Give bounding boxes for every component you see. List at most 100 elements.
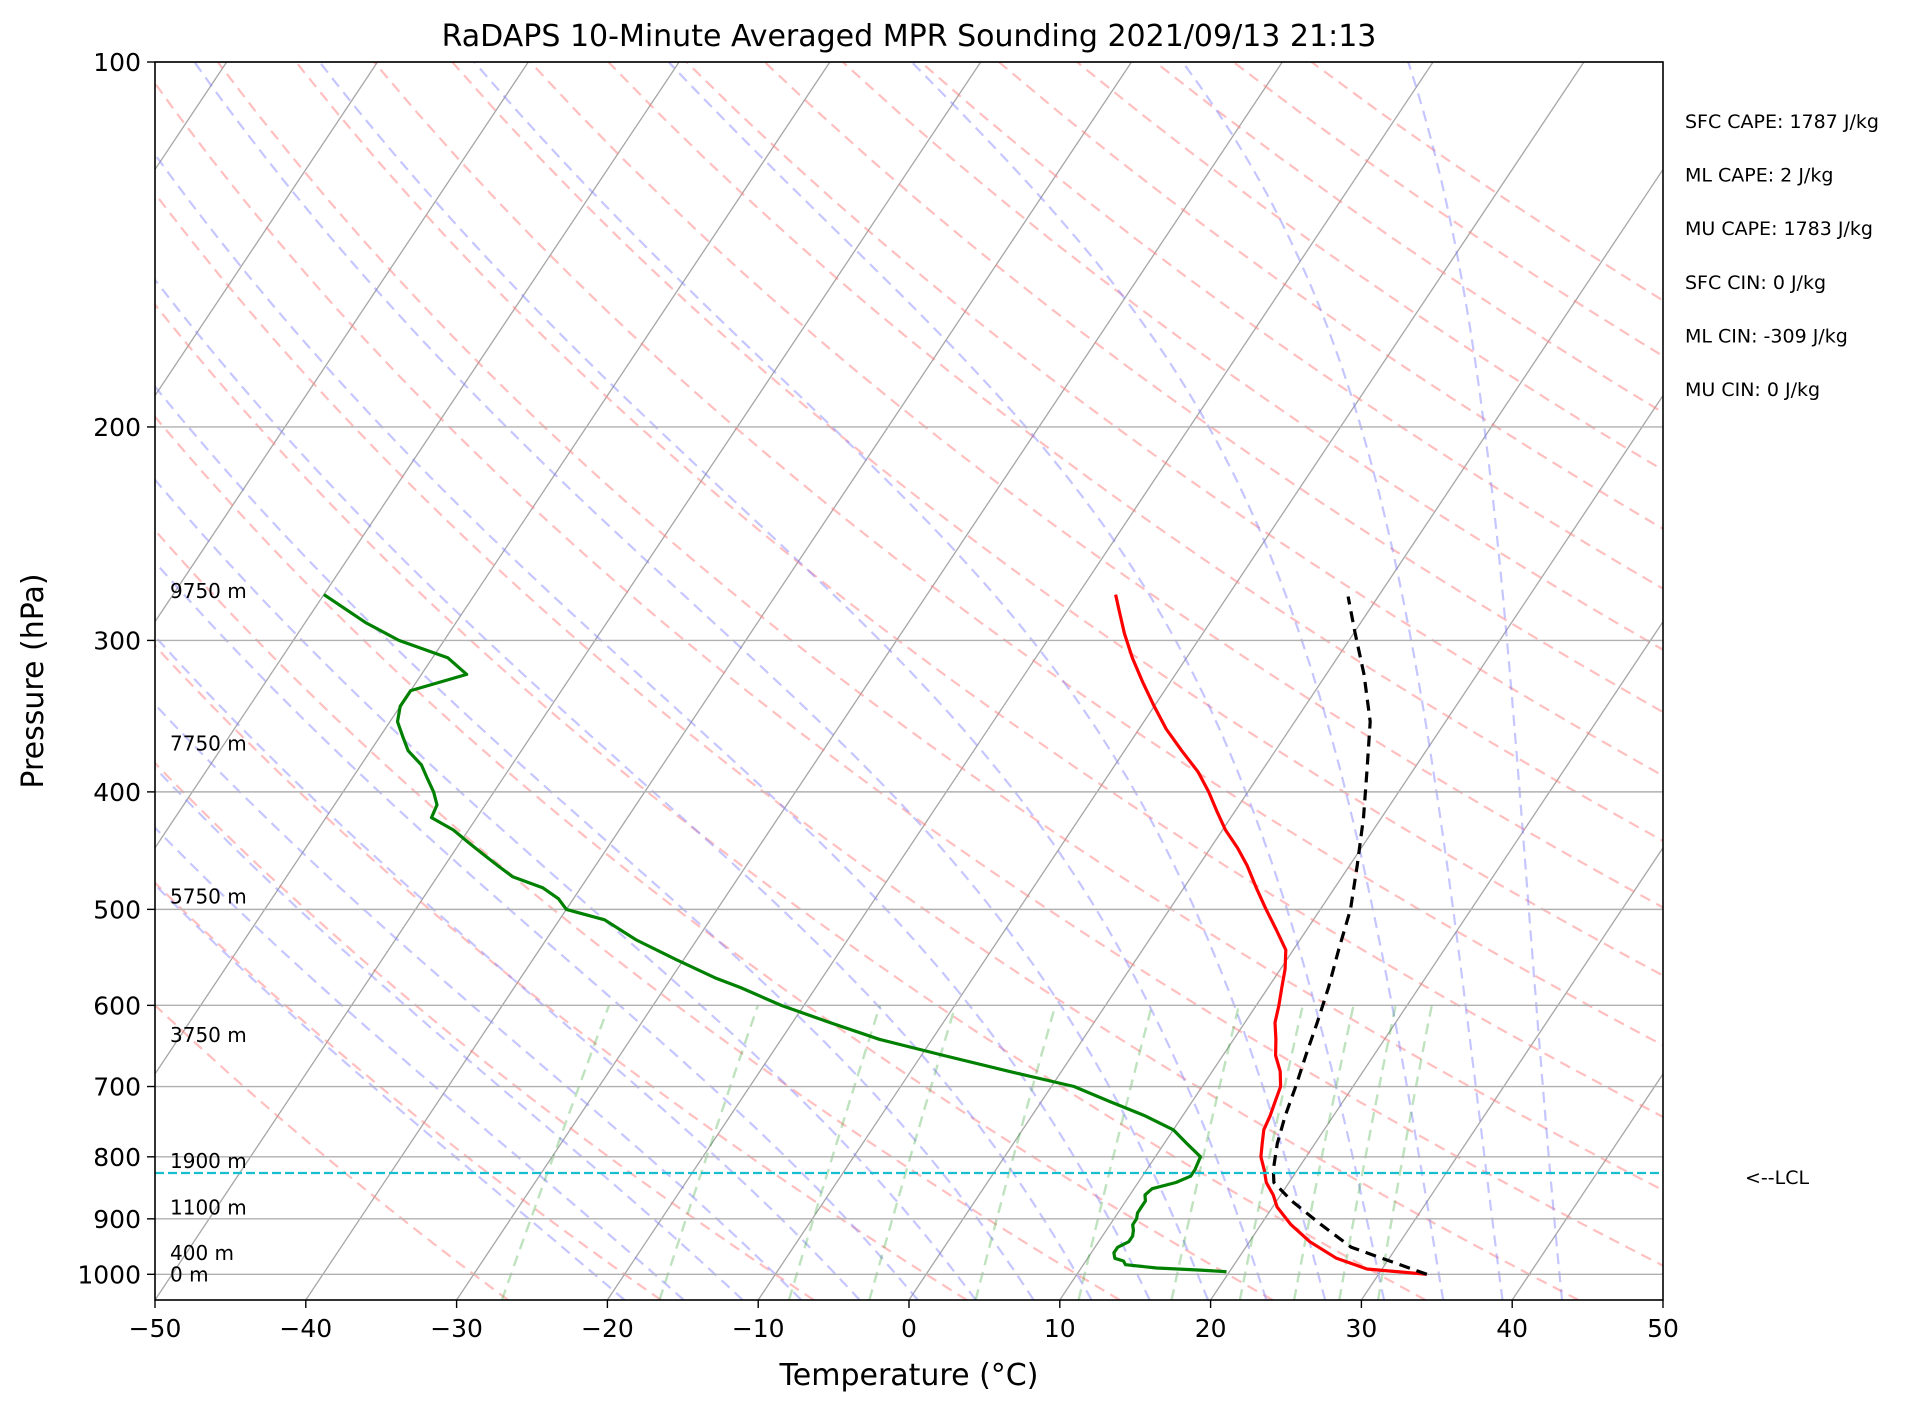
isotherm xyxy=(1662,1298,1663,1300)
background-lines xyxy=(155,62,1925,1300)
moist-adiabat xyxy=(473,62,1327,1300)
dry-adiabat xyxy=(685,62,1663,778)
dry-adiabat xyxy=(155,528,1121,1300)
moist-adiabat xyxy=(1181,62,1504,1300)
moist-adiabat xyxy=(155,883,626,1300)
y-tick-label: 700 xyxy=(93,1073,141,1102)
isotherm xyxy=(757,62,1585,1300)
isotherm xyxy=(1814,62,1925,1300)
mixing-ratio-line xyxy=(787,1005,882,1300)
dry-adiabat xyxy=(1310,62,1663,302)
isotherm xyxy=(606,62,1434,1300)
moist-adiabat xyxy=(193,62,1210,1300)
dry-adiabat xyxy=(607,62,1663,843)
y-axis-label: Pressure (hPa) xyxy=(16,573,51,788)
dry-adiabat xyxy=(920,62,1663,590)
isotherm xyxy=(155,62,982,1300)
x-tick-label: 0 xyxy=(901,1314,917,1343)
isotherm xyxy=(908,168,1663,1300)
dry-adiabat xyxy=(451,62,1663,977)
mixing-ratio-line xyxy=(868,1005,957,1300)
moist-adiabat xyxy=(155,560,919,1300)
x-tick-label: −40 xyxy=(279,1314,332,1343)
x-tick-label: −30 xyxy=(430,1314,483,1343)
isotherm xyxy=(155,62,680,849)
sounding-series xyxy=(323,593,1428,1276)
stat-line: ML CAPE: 2 J/kg xyxy=(1685,165,1833,187)
moist-adiabat xyxy=(155,385,1035,1300)
moist-adiabat xyxy=(155,152,1151,1300)
y-tick-label: 100 xyxy=(93,48,141,77)
pressure-gridlines xyxy=(155,61,1663,1276)
x-tick-label: 20 xyxy=(1195,1314,1227,1343)
x-axis-label: Temperature (°C) xyxy=(779,1358,1039,1393)
moist-adiabat xyxy=(318,62,1268,1300)
dry-adiabat xyxy=(295,62,1663,1119)
y-axis-ticks: 100 200 300 400 500 600 700 800 900 1000 xyxy=(77,48,155,1289)
mixing-ratio-line xyxy=(974,1005,1057,1300)
dry-adiabat xyxy=(763,62,1663,714)
height-label: 1100 m xyxy=(170,1196,247,1220)
y-tick-label: 1000 xyxy=(77,1260,141,1289)
isotherm xyxy=(305,62,1133,1300)
dry-adiabat xyxy=(155,644,968,1300)
isotherm xyxy=(1360,846,1663,1300)
moist-adiabat xyxy=(155,766,744,1300)
y-tick-label: 200 xyxy=(93,413,141,442)
stat-line: SFC CAPE: 1787 J/kg xyxy=(1685,111,1879,133)
dry-adiabat xyxy=(155,761,815,1300)
plot-frame xyxy=(154,61,1664,1301)
parcel-profile xyxy=(1271,596,1428,1276)
dry-adiabat xyxy=(373,62,1663,1047)
dry-adiabat xyxy=(155,191,1580,1300)
dry-adiabat xyxy=(155,415,1274,1300)
isotherm xyxy=(155,62,379,397)
dry-adiabat xyxy=(216,62,1663,1192)
lcl-label: <--LCL xyxy=(1745,1167,1809,1189)
stat-line: MU CAPE: 1783 J/kg xyxy=(1685,218,1873,240)
stat-line: MU CIN: 0 J/kg xyxy=(1685,379,1820,401)
height-label: 9750 m xyxy=(170,579,247,603)
chart-title: RaDAPS 10-Minute Averaged MPR Sounding 2… xyxy=(442,19,1377,54)
x-axis-ticks: −50 −40 −30 −20 −10 0 10 20 30 40 50 xyxy=(129,1300,1679,1343)
x-tick-label: 30 xyxy=(1345,1314,1377,1343)
moist-adiabat xyxy=(667,62,1386,1300)
y-tick-label: 800 xyxy=(93,1143,141,1172)
stat-line: ML CIN: -309 J/kg xyxy=(1685,325,1848,347)
dry-adiabat xyxy=(155,881,662,1300)
y-tick-label: 400 xyxy=(93,778,141,807)
dry-adiabat xyxy=(841,62,1663,652)
height-label: 5750 m xyxy=(170,885,247,909)
mixing-ratio-line xyxy=(1170,1005,1241,1300)
dewpoint-profile xyxy=(323,593,1227,1274)
stat-line: SFC CIN: 0 J/kg xyxy=(1685,272,1826,294)
stats-panel: SFC CAPE: 1787 J/kg ML CAPE: 2 J/kg MU CAP… xyxy=(1685,111,1879,401)
x-tick-label: 50 xyxy=(1647,1314,1679,1343)
height-label: 400 m xyxy=(170,1241,234,1265)
isotherm xyxy=(155,62,831,1076)
y-tick-label: 500 xyxy=(93,895,141,924)
dry-adiabat xyxy=(155,81,1663,1267)
y-tick-label: 900 xyxy=(93,1205,141,1234)
isotherm xyxy=(1210,620,1663,1300)
isotherm xyxy=(456,62,1283,1300)
x-tick-label: 40 xyxy=(1496,1314,1528,1343)
moist-adiabat xyxy=(155,478,977,1300)
temperature-profile xyxy=(1114,594,1427,1276)
moist-adiabat xyxy=(155,702,803,1300)
isotherm xyxy=(155,62,529,623)
moist-adiabat xyxy=(155,278,1093,1300)
dry-adiabat xyxy=(155,302,1427,1300)
mixing-ratio-line xyxy=(658,1005,760,1300)
height-label: 0 m xyxy=(170,1262,209,1286)
height-label: 1900 m xyxy=(170,1149,247,1173)
isotherm xyxy=(1511,1072,1663,1300)
height-labels: 9750 m 7750 m 5750 m 3750 m 1900 m 1100 m 400 … xyxy=(170,579,247,1287)
x-tick-label: −50 xyxy=(129,1314,182,1343)
y-tick-label: 600 xyxy=(93,991,141,1020)
moist-adiabat xyxy=(1407,62,1564,1300)
x-tick-label: −20 xyxy=(581,1314,634,1343)
moist-adiabat xyxy=(910,62,1445,1300)
mixing-ratio-line xyxy=(1376,1005,1433,1300)
